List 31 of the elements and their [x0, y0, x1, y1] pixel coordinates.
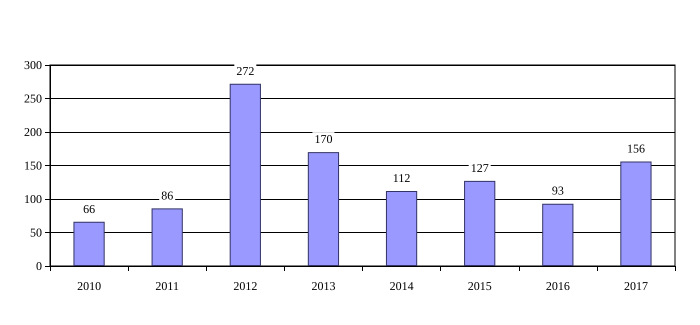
y-tick-label: 0 [36, 259, 42, 273]
x-tick-label: 2013 [311, 279, 336, 293]
bar [620, 161, 652, 266]
bar [73, 222, 105, 266]
data-label: 86 [161, 188, 174, 202]
data-label: 112 [392, 170, 410, 185]
y-tick-label: 200 [24, 125, 42, 139]
data-label: 127 [470, 160, 489, 175]
y-tick-label: 300 [24, 58, 42, 72]
data-label: 156 [626, 141, 645, 156]
bar [308, 152, 340, 266]
bar [464, 180, 496, 266]
x-tick-label: 2015 [468, 279, 492, 293]
data-label: 66 [83, 202, 96, 216]
data-label: 170 [314, 132, 332, 146]
bar [152, 208, 183, 266]
x-tick-label: 2016 [546, 279, 570, 293]
x-tick-label: 2012 [233, 279, 258, 293]
x-tick-label: 2011 [155, 279, 179, 293]
bar [230, 84, 261, 266]
data-label: 272 [236, 64, 254, 78]
bar [542, 204, 574, 266]
x-tick-label: 2014 [390, 279, 414, 293]
y-tick-label: 250 [24, 92, 42, 106]
x-tick-label: 2010 [77, 279, 102, 293]
bar [386, 190, 418, 266]
y-tick-label: 100 [24, 192, 42, 206]
data-label: 93 [552, 184, 564, 198]
y-tick-label: 150 [24, 158, 42, 172]
y-tick-label: 50 [30, 226, 42, 240]
x-tick-label: 2017 [624, 279, 648, 293]
